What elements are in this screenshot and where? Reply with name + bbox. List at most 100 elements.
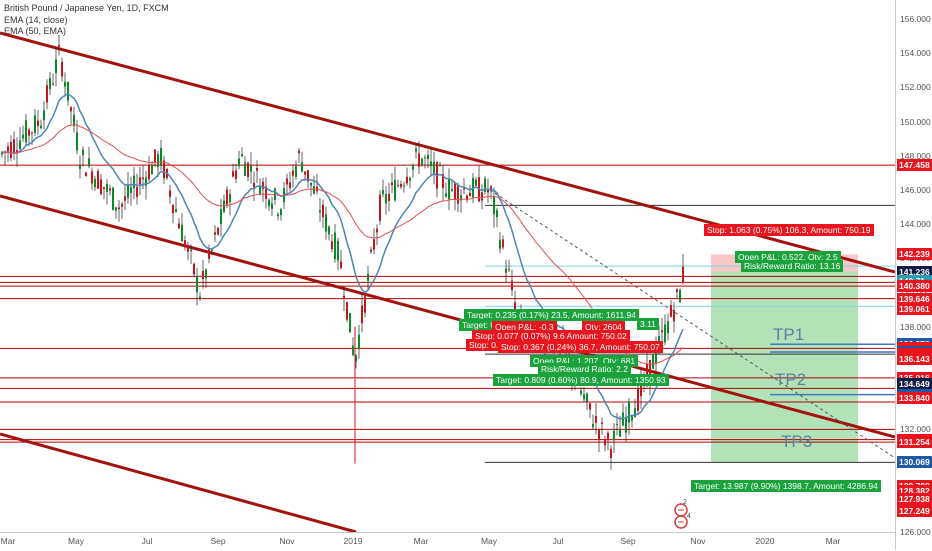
- position-stop-label[interactable]: Stop: 1.063 (0.75%) 106.3, Amount: 750.1…: [704, 224, 874, 236]
- price-label: 134.649: [897, 378, 932, 391]
- trade-stop-label[interactable]: Stop: 0.077 (0.07%) 9.6 Amount: 750.02: [472, 330, 630, 342]
- candle-body: [121, 203, 123, 207]
- candle-body: [652, 354, 654, 369]
- candle-body: [337, 240, 339, 261]
- tp2-label: TP2: [775, 370, 807, 389]
- ema-fast-legend: EMA (14, close): [4, 14, 68, 25]
- price-label: 131.254: [897, 436, 932, 449]
- trade-target-label[interactable]: Target: 0.809 (0.60%) 80.9, Amount: 1350…: [493, 374, 669, 386]
- candle-body: [130, 187, 132, 194]
- candle-body: [127, 184, 129, 198]
- candle-body: [136, 186, 138, 197]
- candle-body: [484, 178, 486, 192]
- time-axis[interactable]: Mar May Jul Sep Nov 2019 Mar May Jul Sep Nov 2020 Ma…: [0, 532, 895, 551]
- trade-rr-label[interactable]: Risk/Reward Ratio: 2.2: [538, 363, 631, 375]
- candle-body: [346, 302, 348, 320]
- candle-body: [289, 182, 291, 189]
- price-label: 147.458: [897, 159, 932, 172]
- price-label: 136.143: [897, 352, 932, 365]
- trade-stop-label[interactable]: Stop: 0.367 (0.24%) 36.7, Amount: 750.07: [498, 341, 663, 353]
- events-icon[interactable]: 2 4: [670, 490, 692, 530]
- candle-body: [394, 179, 396, 201]
- candle-body: [418, 153, 420, 167]
- candle-body: [583, 394, 585, 400]
- candle-body: [34, 115, 36, 134]
- candle-body: [211, 249, 213, 251]
- candle-body: [325, 214, 327, 232]
- candle-body: [40, 125, 42, 129]
- candle-body: [184, 240, 186, 248]
- candle-body: [607, 432, 609, 441]
- position-rr-label[interactable]: Risk/Reward Ratio: 13.16: [741, 260, 844, 272]
- candle-body: [409, 177, 411, 181]
- candle-body: [400, 183, 402, 187]
- candle-body: [217, 228, 219, 235]
- price-tick: 132.000: [900, 424, 931, 435]
- trade-stop-label[interactable]: Stop: 0.0: [466, 339, 507, 351]
- candle-body: [304, 171, 306, 175]
- trade-target-label[interactable]: Target: 0.235 (0.17%) 23.5, Amount: 1611…: [464, 309, 640, 321]
- candle-body: [286, 178, 288, 185]
- candle-body: [358, 334, 360, 350]
- trade-amount-label[interactable]: 3.11: [637, 318, 659, 330]
- candle-body: [67, 81, 69, 101]
- candle-body: [601, 422, 603, 424]
- price-axis[interactable]: 156.000 154.000 152.000 150.000 148.000 146.0…: [895, 0, 932, 550]
- tp1-label: TP1: [773, 325, 805, 344]
- candle-body: [637, 388, 639, 412]
- candle-body: [124, 196, 126, 201]
- time-tick: 2020: [755, 536, 775, 546]
- candle-body: [31, 132, 33, 134]
- candle-body: [55, 59, 57, 74]
- candle-body: [670, 305, 672, 317]
- candle-body: [625, 417, 627, 433]
- candle-body: [13, 139, 15, 154]
- candle-body: [592, 424, 594, 428]
- candle-body: [199, 296, 201, 299]
- candle-body: [340, 261, 342, 269]
- candle-body: [406, 176, 408, 184]
- candle-body: [661, 330, 663, 333]
- candle-body: [508, 269, 510, 271]
- candle-body: [421, 158, 423, 165]
- candle-body: [433, 161, 435, 175]
- position-target-label[interactable]: Target: 13.987 (9.90%) 1398.7, Amount: 4…: [691, 480, 881, 492]
- candle-body: [673, 310, 675, 322]
- candle-body: [109, 188, 111, 191]
- candle-body: [37, 120, 39, 126]
- candle-body: [280, 209, 282, 216]
- candle-body: [466, 195, 468, 201]
- ema-slow-line: [2, 124, 684, 366]
- candle-body: [451, 189, 453, 191]
- candle-body: [586, 393, 588, 402]
- chart-area[interactable]: British Pound / Japanese Yen, 1D, FXCM E…: [0, 0, 895, 532]
- candle-body: [142, 177, 144, 180]
- candle-body: [16, 150, 18, 154]
- candle-body: [7, 146, 9, 152]
- candle-body: [628, 401, 630, 423]
- candle-body: [235, 170, 237, 179]
- candle-body: [646, 363, 648, 380]
- candle-body: [19, 140, 21, 150]
- candle-body: [229, 194, 231, 203]
- candle-body: [169, 190, 171, 197]
- candle-body: [157, 154, 159, 168]
- candle-body: [205, 269, 207, 279]
- time-tick: Jul: [141, 536, 153, 546]
- candle-body: [22, 134, 24, 139]
- candle-body: [334, 232, 336, 260]
- candle-body: [487, 189, 489, 193]
- candle-body: [295, 166, 297, 177]
- candle-body: [439, 165, 441, 167]
- trade-target-label[interactable]: Target: 0.: [459, 319, 501, 331]
- candle-body: [94, 178, 96, 187]
- candle-body: [118, 207, 120, 210]
- candle-body: [268, 199, 270, 207]
- candle-body: [328, 226, 330, 235]
- candle-body: [1, 152, 3, 155]
- candle-body: [511, 280, 513, 291]
- candle-body: [58, 44, 60, 47]
- candle-body: [46, 85, 48, 103]
- candle-body: [10, 142, 12, 158]
- candle-body: [655, 346, 657, 364]
